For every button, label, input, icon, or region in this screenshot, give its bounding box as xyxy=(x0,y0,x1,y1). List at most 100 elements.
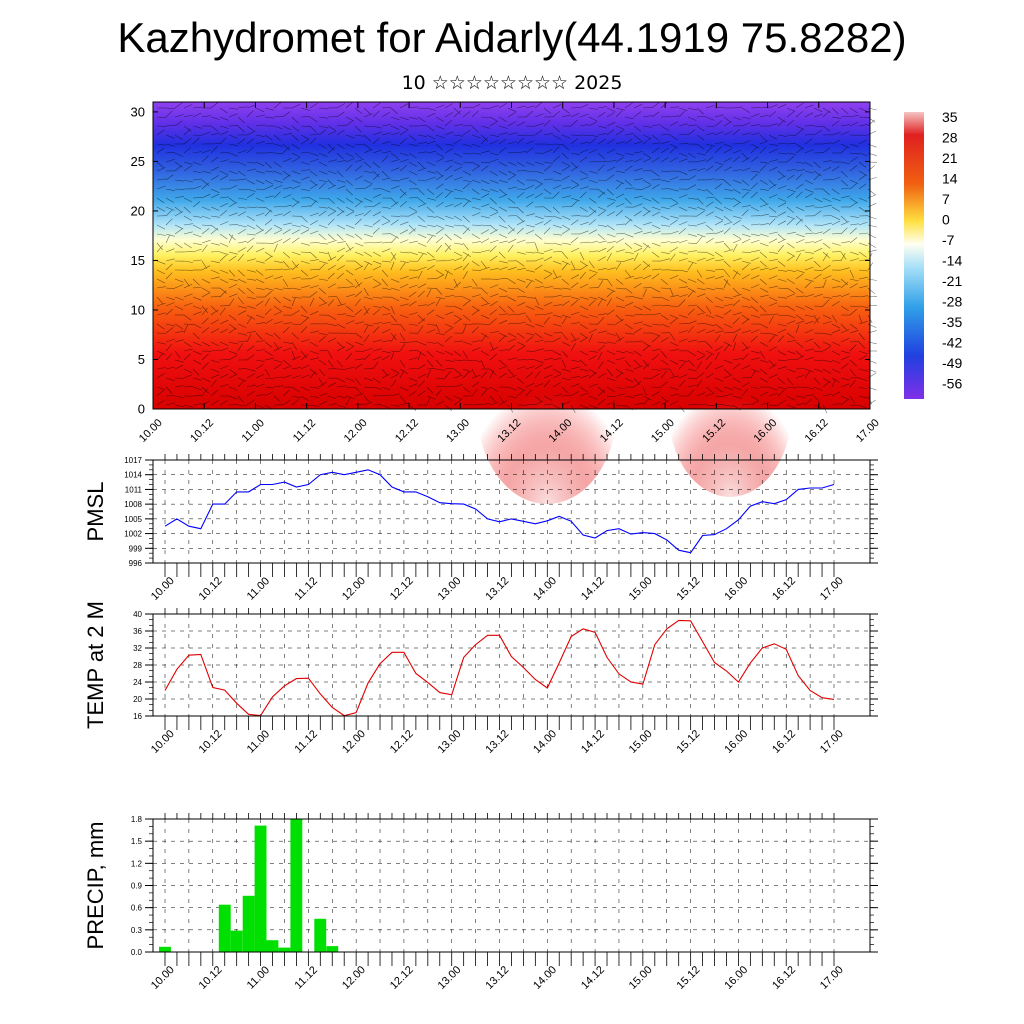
wind-barb xyxy=(183,341,192,347)
wind-barb xyxy=(840,395,850,401)
wind-barb xyxy=(633,125,642,132)
y-tick-label: 40 xyxy=(133,610,142,619)
wind-barb xyxy=(183,283,193,289)
wind-barb xyxy=(435,377,446,380)
wind-barb xyxy=(750,257,760,262)
wind-barb xyxy=(165,134,175,139)
wind-barb xyxy=(552,110,561,118)
wind-barb xyxy=(597,398,605,406)
wind-barb xyxy=(309,116,318,123)
wind-barb xyxy=(318,368,326,376)
wind-barb xyxy=(255,404,265,409)
wind-barb xyxy=(327,211,336,217)
wind-barb xyxy=(309,330,319,334)
wind-barb xyxy=(552,269,558,279)
wind-barb xyxy=(327,233,335,241)
wind-barb xyxy=(345,158,355,163)
wind-barb xyxy=(156,323,165,330)
wind-barb xyxy=(309,357,319,361)
wind-barb xyxy=(219,278,229,284)
wind-barb xyxy=(336,265,345,271)
wind-barb xyxy=(786,174,795,181)
wind-barb xyxy=(507,197,516,204)
wind-barb xyxy=(408,323,418,326)
wind-barb xyxy=(408,211,418,217)
wind-barb xyxy=(867,143,877,148)
wind-barb xyxy=(192,278,200,286)
wind-barb xyxy=(444,367,455,370)
wind-barb xyxy=(210,166,220,172)
wind-barb xyxy=(219,116,229,121)
wind-barb xyxy=(318,392,328,397)
wind-barb xyxy=(552,224,562,229)
wind-barb xyxy=(525,359,536,361)
wind-barb xyxy=(813,173,821,181)
wind-barb xyxy=(714,215,724,221)
wind-barb xyxy=(372,394,383,397)
wind-barb xyxy=(408,106,418,109)
wind-barb xyxy=(588,273,597,280)
wind-barb xyxy=(336,296,342,305)
wind-barb xyxy=(426,368,437,370)
wind-barb xyxy=(588,395,598,400)
wind-barb xyxy=(336,111,345,118)
wind-barb xyxy=(867,194,877,199)
wind-barb xyxy=(642,288,647,298)
wind-barb xyxy=(246,110,254,118)
wind-barb xyxy=(525,229,535,235)
wind-barb xyxy=(642,344,650,352)
wind-barb xyxy=(534,348,544,352)
wind-barb xyxy=(606,332,616,336)
wind-barb xyxy=(381,313,391,316)
wind-barb xyxy=(309,230,319,235)
wind-barb xyxy=(192,233,202,238)
wind-barb xyxy=(309,183,318,190)
wind-barb xyxy=(597,125,607,129)
wind-barb xyxy=(759,114,769,118)
wind-barb xyxy=(813,125,824,128)
wind-barb xyxy=(777,328,787,334)
wind-barb xyxy=(660,251,670,255)
wind-barb xyxy=(453,359,464,361)
wind-barb xyxy=(561,287,571,290)
wind-barb xyxy=(480,402,490,406)
wind-barb xyxy=(444,203,454,208)
wind-barb xyxy=(507,244,514,253)
wind-barb xyxy=(723,179,731,187)
wind-barb xyxy=(804,305,814,311)
wind-barb xyxy=(606,166,616,172)
wind-barb xyxy=(732,294,742,298)
wind-barb xyxy=(498,233,508,239)
wind-barb xyxy=(255,188,266,190)
wind-barb xyxy=(273,305,282,312)
wind-barb xyxy=(633,296,643,300)
wind-barb xyxy=(633,168,643,172)
wind-barb xyxy=(804,179,814,185)
wind-barb xyxy=(336,143,345,150)
wind-barb xyxy=(471,368,477,378)
wind-barb xyxy=(228,224,239,226)
wind-barb xyxy=(363,209,372,217)
wind-barb xyxy=(768,251,778,254)
wind-barb xyxy=(723,166,732,172)
wind-barb xyxy=(273,125,283,130)
wind-barb xyxy=(741,346,751,352)
wind-barb xyxy=(300,305,308,313)
wind-barb xyxy=(498,138,507,145)
wind-barb xyxy=(462,253,470,262)
wind-barb xyxy=(867,249,877,253)
wind-barb xyxy=(174,114,184,118)
wind-barb xyxy=(435,389,443,397)
wind-barb xyxy=(741,274,750,280)
wind-barb xyxy=(255,170,265,174)
wind-barb xyxy=(633,203,643,208)
wind-barb xyxy=(480,238,490,244)
wind-barb xyxy=(462,350,469,359)
wind-barb xyxy=(624,269,631,278)
wind-barb xyxy=(372,265,382,271)
wind-barb xyxy=(210,132,220,136)
wind-barb xyxy=(642,323,652,328)
wind-barb xyxy=(183,368,193,374)
wind-barb xyxy=(273,170,283,175)
